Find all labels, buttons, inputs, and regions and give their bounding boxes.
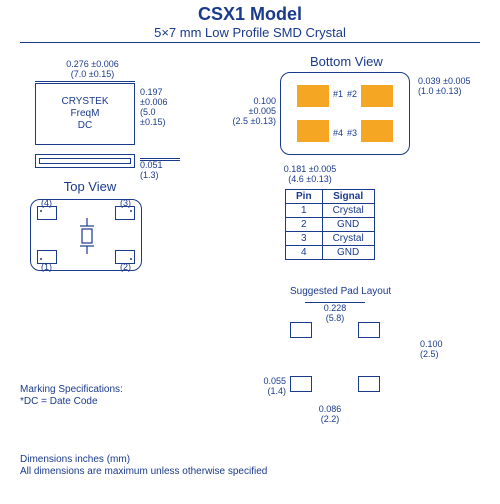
- dim-thickness: 0.051 (1.3): [140, 158, 180, 180]
- td: 3: [286, 232, 323, 246]
- dot-icon: [40, 210, 42, 212]
- table-row: 3Crystal: [286, 232, 375, 246]
- bv-pad-2: [361, 85, 393, 107]
- pl-pad: [290, 376, 312, 392]
- tv-pad-3: [115, 206, 135, 220]
- padlayout-label: Suggested Pad Layout: [290, 286, 391, 297]
- pin-table: Pin Signal 1Crystal 2GND 3Crystal 4GND: [285, 189, 375, 260]
- bv-pad-1: [297, 85, 329, 107]
- td: 2: [286, 218, 323, 232]
- dim-pl-w-in: 0.228: [324, 303, 347, 313]
- front-view: 0.276 ±0.006 (7.0 ±0.15) CRYSTEK FreqM D…: [25, 59, 160, 145]
- dim-pl-h: 0.100 (2.5): [420, 339, 443, 359]
- dot-icon: [40, 258, 42, 260]
- bv-num-4: #4: [333, 128, 343, 138]
- dim-bv-pitchh-mm: (4.6 ±0.13): [288, 174, 331, 184]
- dim-height-in: 0.197 ±0.006: [140, 87, 167, 107]
- th-signal: Signal: [322, 190, 374, 204]
- page-title: CSX1 Model: [0, 4, 500, 25]
- td: 1: [286, 204, 323, 218]
- table-row: 2GND: [286, 218, 375, 232]
- bottomview-label: Bottom View: [310, 54, 383, 69]
- td: Crystal: [322, 232, 374, 246]
- td: GND: [322, 218, 374, 232]
- front-box: CRYSTEK FreqM DC: [35, 83, 135, 145]
- table-row: 1Crystal: [286, 204, 375, 218]
- marking-title: Marking Specifications:: [20, 384, 123, 396]
- dim-pl-h-mm: (2.5): [420, 349, 439, 359]
- footer-line-2: All dimensions are maximum unless otherw…: [20, 466, 267, 478]
- dim-pl-padw-mm: (2.2): [321, 414, 340, 424]
- front-line-0: CRYSTEK: [61, 96, 108, 108]
- dot-icon: [130, 210, 132, 212]
- td: 4: [286, 246, 323, 260]
- top-view: (4) (3) (1) (2): [30, 199, 142, 271]
- topview-label: Top View: [50, 179, 130, 194]
- dim-pl-w: 0.228 (5.8): [305, 302, 365, 323]
- crystal-icon: [72, 218, 102, 254]
- table-row: Pin Signal: [286, 190, 375, 204]
- dim-bv-pitchv-in: 0.100 ±0.005: [249, 96, 276, 116]
- dim-bv-pitchv-mm: (2.5 ±0.13): [233, 116, 276, 126]
- dim-pl-padw: 0.086 (2.2): [305, 404, 355, 424]
- tv-num-3: (3): [120, 198, 131, 208]
- dim-bv-padh-mm: (1.0 ±0.13): [418, 86, 461, 96]
- front-line-2: DC: [78, 120, 92, 132]
- td: Crystal: [322, 204, 374, 218]
- pad-layout: [290, 322, 410, 392]
- bv-num-3: #3: [347, 128, 357, 138]
- front-line-1: FreqM: [71, 108, 100, 120]
- dim-thickness-in: 0.051: [140, 160, 163, 170]
- dim-height-mm: (5.0 ±0.15): [140, 107, 165, 127]
- tv-num-1: (1): [41, 262, 52, 272]
- table-row: 4GND: [286, 246, 375, 260]
- dim-bv-pitchh-in: 0.181 ±0.005: [284, 164, 336, 174]
- pl-pad: [290, 322, 312, 338]
- dim-width-mm: (7.0 ±0.15): [71, 69, 114, 79]
- dim-pl-h-in: 0.100: [420, 339, 443, 349]
- dim-pl-padh-mm: (1.4): [267, 386, 286, 396]
- page-subtitle: 5×7 mm Low Profile SMD Crystal: [20, 25, 480, 43]
- side-view: [35, 154, 135, 168]
- footer-note: Dimensions inches (mm) All dimensions ar…: [20, 454, 267, 478]
- bv-pad-4: [297, 120, 329, 142]
- dim-pl-padw-in: 0.086: [319, 404, 342, 414]
- marking-line: *DC = Date Code: [20, 396, 123, 408]
- bottom-view: #1 #2 #4 #3: [280, 72, 410, 155]
- pl-pad: [358, 322, 380, 338]
- td: GND: [322, 246, 374, 260]
- tv-num-4: (4): [41, 198, 52, 208]
- tv-num-2: (2): [120, 262, 131, 272]
- dot-icon: [130, 258, 132, 260]
- dim-width: 0.276 ±0.006 (7.0 ±0.15): [25, 59, 160, 79]
- dim-bv-padh: 0.039 ±0.005 (1.0 ±0.13): [418, 76, 470, 96]
- footer-line-1: Dimensions inches (mm): [20, 454, 267, 466]
- bv-pad-3: [361, 120, 393, 142]
- dim-bv-padh-in: 0.039 ±0.005: [418, 76, 470, 86]
- bv-num-1: #1: [333, 89, 343, 99]
- tv-pad-4: [37, 206, 57, 220]
- marking-spec: Marking Specifications: *DC = Date Code: [20, 384, 123, 408]
- dim-arrow-w: [35, 81, 135, 82]
- dim-bv-pitchv: 0.100 ±0.005 (2.5 ±0.13): [228, 96, 276, 126]
- dim-pl-padh: 0.055 (1.4): [250, 376, 286, 396]
- dim-width-in: 0.276 ±0.006: [66, 59, 118, 69]
- pl-pad: [358, 376, 380, 392]
- dim-bv-pitchh: 0.181 ±0.005 (4.6 ±0.13): [275, 164, 345, 184]
- dim-thickness-mm: (1.3): [140, 170, 159, 180]
- dim-pl-padh-in: 0.055: [263, 376, 286, 386]
- bv-num-2: #2: [347, 89, 357, 99]
- dim-height: 0.197 ±0.006 (5.0 ±0.15): [140, 87, 167, 127]
- th-pin: Pin: [286, 190, 323, 204]
